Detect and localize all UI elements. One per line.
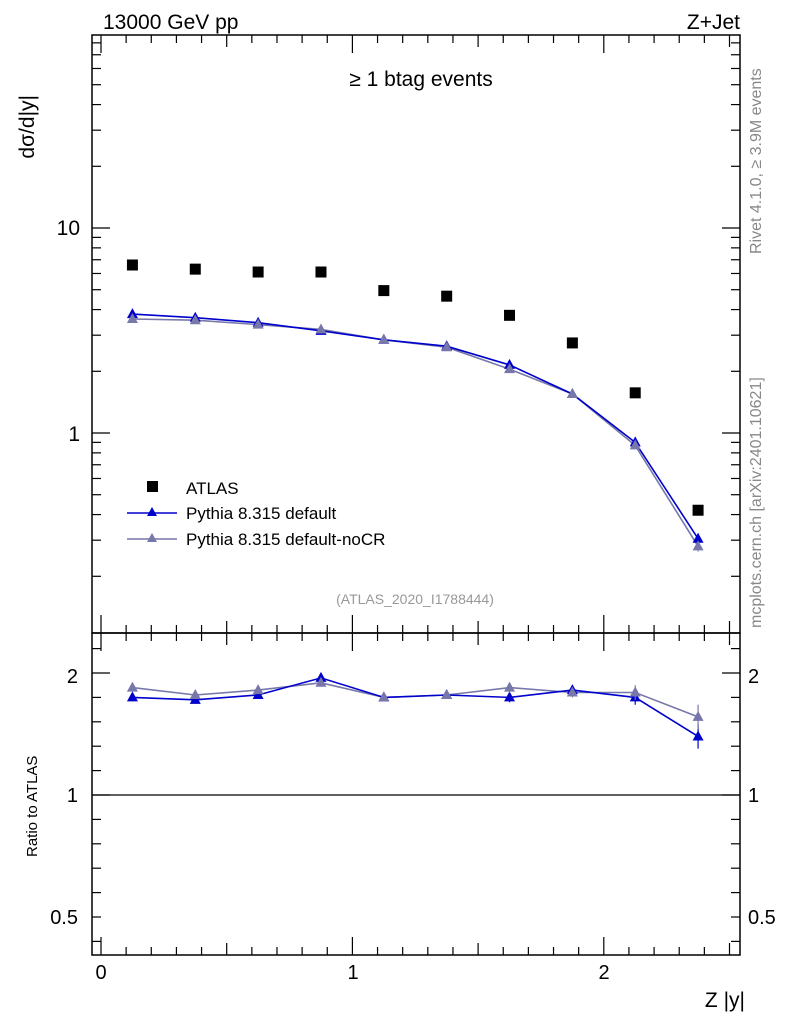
ratio-nocr-point — [692, 710, 704, 721]
atlas-data-point — [189, 263, 201, 275]
pythia-nocr-point — [189, 314, 201, 325]
main-axis-ticks — [92, 35, 740, 633]
header-right-label: Z+Jet — [687, 11, 740, 34]
ratio-nocr-point — [189, 688, 201, 699]
ratio-xlabel: Z |y| — [705, 989, 745, 1012]
pythia-nocr-point — [504, 363, 516, 374]
xtick-label-0: 0 — [95, 962, 106, 984]
ratio-ytick-2-right: 2 — [748, 666, 759, 688]
ratio-nocr-point — [566, 686, 578, 697]
main-series-group — [126, 259, 704, 552]
ytick-label-10: 10 — [57, 217, 80, 240]
ytick-label-1: 1 — [68, 423, 80, 446]
atlas-data-point — [566, 337, 578, 349]
pythia-nocr-point — [126, 312, 138, 323]
ratio-panel: Ratio to ATLAS 2 1 0.5 2 1 0.5 0 1 2 Z |… — [24, 632, 776, 1012]
ratio-panel-frame — [91, 632, 741, 956]
atlas-data-point — [315, 266, 327, 278]
ratio-series-line — [132, 677, 699, 738]
ratio-default-point — [692, 730, 704, 741]
atlas-data-point — [692, 504, 704, 516]
atlas-data-point — [441, 290, 453, 302]
ratio-ytick-1-right: 1 — [748, 785, 759, 807]
atlas-data-point — [629, 387, 641, 399]
pythia-nocr-point — [692, 540, 704, 551]
series-line — [132, 313, 699, 540]
legend-default-label: Pythia 8.315 default — [186, 504, 337, 523]
ratio-series-line — [132, 681, 699, 718]
ratio-default-point — [126, 691, 138, 702]
pythia-nocr-point — [629, 439, 641, 450]
ratio-nocr-point — [126, 681, 138, 692]
ratio-nocr-point — [629, 686, 641, 697]
ratio-default-point — [504, 691, 516, 702]
legend-nocr-marker — [147, 533, 157, 542]
legend: ATLAS Pythia 8.315 default Pythia 8.315 … — [127, 479, 385, 549]
pythia-nocr-point — [566, 387, 578, 398]
ratio-nocr-point — [441, 688, 453, 699]
atlas-data-point — [252, 266, 264, 278]
ratio-nocr-point — [378, 691, 390, 702]
legend-nocr-label: Pythia 8.315 default-noCR — [186, 530, 385, 549]
ratio-series-group — [126, 671, 704, 749]
side-label-mcplots: mcplots.cern.ch [arXiv:2401.10621] — [748, 377, 765, 628]
legend-atlas-marker — [147, 481, 158, 492]
main-ylabel: dσ/d|y| — [16, 95, 39, 159]
ratio-nocr-point — [504, 681, 516, 692]
xtick-label-2: 2 — [598, 962, 609, 984]
ratio-ytick-05-right: 0.5 — [748, 907, 776, 929]
xtick-label-1: 1 — [347, 962, 358, 984]
ratio-ylabel: Ratio to ATLAS — [24, 756, 41, 857]
atlas-data-point — [504, 309, 516, 321]
pythia-nocr-point — [315, 323, 327, 334]
pythia-nocr-point — [252, 318, 264, 329]
main-title: ≥ 1 btag events — [349, 68, 492, 91]
ratio-ytick-05-left: 0.5 — [50, 907, 78, 929]
ratio-nocr-point — [252, 684, 264, 695]
ratio-nocr-point — [315, 676, 327, 687]
ratio-ytick-1-left: 1 — [67, 785, 78, 807]
header-left-label: 13000 GeV pp — [103, 11, 238, 34]
main-panel: ≥ 1 btag events dσ/d|y| (ATLAS_2020_I178… — [16, 34, 741, 634]
legend-default-marker — [147, 507, 157, 516]
side-label-rivet: Rivet 4.1.0, ≥ 3.9M events — [748, 68, 765, 254]
ratio-ytick-2-left: 2 — [67, 666, 78, 688]
atlas-data-point — [126, 259, 138, 271]
pythia-nocr-point — [441, 341, 453, 352]
pythia-nocr-point — [378, 333, 390, 344]
analysis-tag: (ATLAS_2020_I1788444) — [336, 591, 494, 607]
legend-atlas-label: ATLAS — [186, 479, 239, 498]
pythia-default-point — [692, 532, 704, 543]
atlas-data-point — [378, 285, 390, 297]
ratio-axis-ticks — [92, 633, 740, 955]
